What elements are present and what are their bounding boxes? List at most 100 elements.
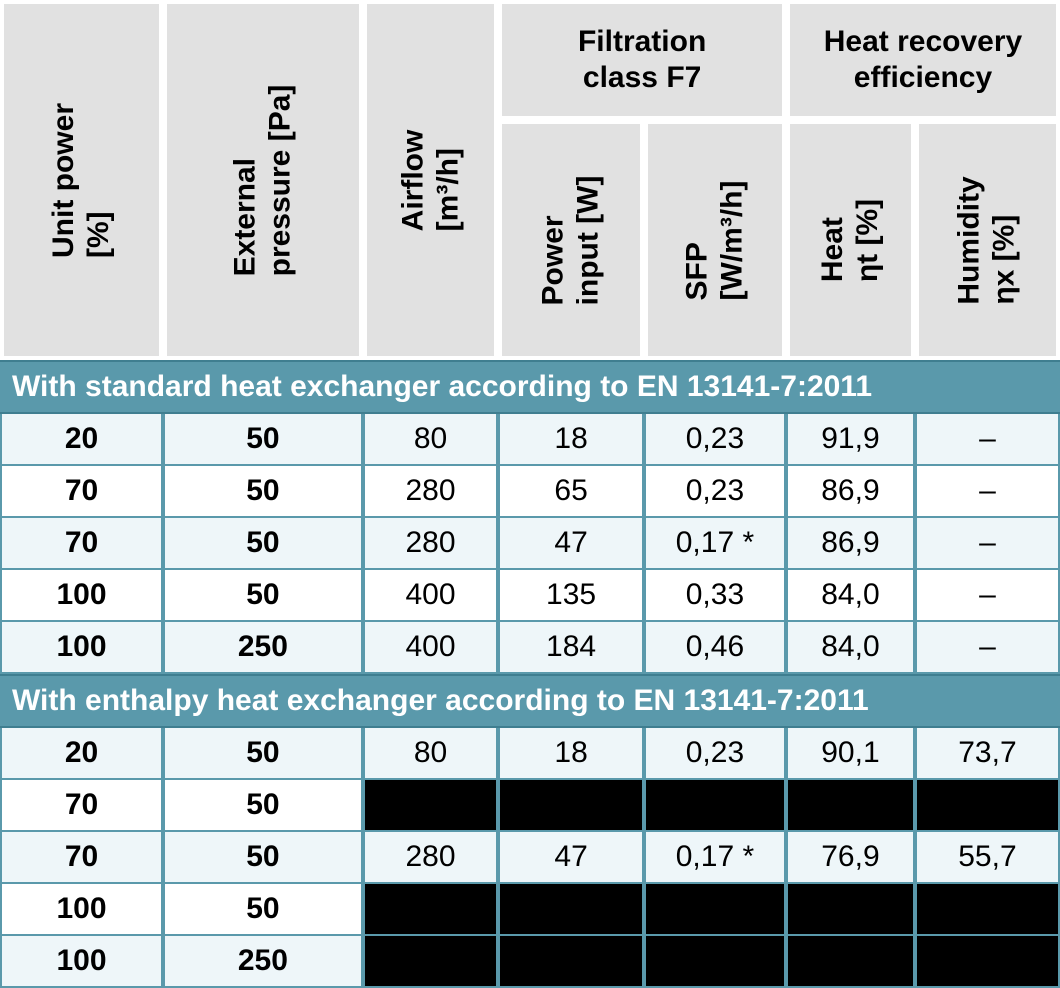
table-row: 7050280470,17 *76,955,7 [0,832,1060,884]
header-unit: pressure [Pa] [263,84,298,276]
table-cell: – [915,622,1060,674]
table-cell: 0,23 [644,466,786,518]
table-cell: 0,23 [644,728,786,780]
table-cell [363,780,499,832]
table-cell: 100 [0,884,163,936]
table-cell [498,780,644,832]
table-cell: 0,46 [644,622,786,674]
header-label: Heat [816,217,849,282]
table-cell [786,884,915,936]
table-cell: 250 [163,936,363,988]
table-cell: 55,7 [915,832,1060,884]
section-title: With standard heat exchanger according t… [0,360,1060,414]
table-cell: 50 [163,780,363,832]
section-title: With enthalpy heat exchanger according t… [0,674,1060,728]
table-cell: – [915,466,1060,518]
table-cell: 100 [0,622,163,674]
table-cell: 100 [0,570,163,622]
header-unit: [W/m³/h] [715,180,750,300]
header-label: Airflow [396,129,429,231]
table-cell: 0,17 * [644,832,786,884]
table-cell: – [915,570,1060,622]
table-row: 1002504001840,4684,0– [0,622,1060,674]
col-header-power-input: Power input [W] [498,120,644,360]
table-cell: 18 [498,414,644,466]
table-cell: 86,9 [786,518,915,570]
header-unit: ηx [%] [987,176,1022,304]
table-cell [786,780,915,832]
table-cell: 70 [0,518,163,570]
table-cell: 50 [163,466,363,518]
table-cell [915,884,1060,936]
table-cell: 70 [0,466,163,518]
table-cell [644,884,786,936]
col-header-humidity: Humidity ηx [%] [915,120,1060,360]
table-row: 205080180,2391,9– [0,414,1060,466]
table-row: 7050 [0,780,1060,832]
col-header-external-pressure: External pressure [Pa] [163,0,363,360]
table-row: 7050280650,2386,9– [0,466,1060,518]
table-cell: 84,0 [786,622,915,674]
table-cell: 80 [363,414,499,466]
table-cell: 0,33 [644,570,786,622]
col-header-sfp: SFP [W/m³/h] [644,120,786,360]
table-cell: 280 [363,518,499,570]
table-body: With standard heat exchanger according t… [0,360,1060,988]
table-cell: 50 [163,414,363,466]
table-cell [363,884,499,936]
table-cell [915,780,1060,832]
table-cell: 91,9 [786,414,915,466]
table-cell: 65 [498,466,644,518]
table-cell: 50 [163,518,363,570]
table-cell: 50 [163,884,363,936]
table-cell: – [915,518,1060,570]
table-cell: 84,0 [786,570,915,622]
table-cell: 50 [163,570,363,622]
header-unit: ηt [%] [850,198,885,281]
section-banner: With standard heat exchanger according t… [0,360,1060,414]
table-cell: 0,23 [644,414,786,466]
col-header-heat: Heat ηt [%] [786,120,915,360]
table-cell [498,884,644,936]
table-cell: 135 [498,570,644,622]
table-cell: 86,9 [786,466,915,518]
table-cell: 47 [498,518,644,570]
table-cell: – [915,414,1060,466]
col-group-filtration: Filtration class F7 [498,0,786,120]
col-header-airflow: Airflow [m³/h] [363,0,499,360]
header-label: Unit power [47,103,80,258]
table-cell: 100 [0,936,163,988]
table-row: 10050 [0,884,1060,936]
table-row: 100250 [0,936,1060,988]
table-cell [786,936,915,988]
table-cell: 280 [363,832,499,884]
group-label: Filtration [578,25,706,58]
table-cell: 76,9 [786,832,915,884]
table-cell [915,936,1060,988]
table-cell: 47 [498,832,644,884]
header-label: SFP [680,242,713,300]
table-header: Unit power [%] External pressure [Pa] Ai… [0,0,1060,360]
table-cell: 400 [363,622,499,674]
table-cell: 184 [498,622,644,674]
table-cell: 70 [0,832,163,884]
table-cell: 90,1 [786,728,915,780]
table-cell [363,936,499,988]
table-cell [498,936,644,988]
table-row: 100504001350,3384,0– [0,570,1060,622]
table-cell: 50 [163,728,363,780]
col-header-unit-power: Unit power [%] [0,0,163,360]
table-cell: 73,7 [915,728,1060,780]
section-banner: With enthalpy heat exchanger according t… [0,674,1060,728]
table-cell: 70 [0,780,163,832]
header-label: External [228,157,261,275]
group-label: Heat recovery [824,25,1022,58]
table-cell: 250 [163,622,363,674]
group-label: class F7 [583,61,701,94]
table-cell: 280 [363,466,499,518]
col-group-recovery: Heat recovery efficiency [786,0,1060,120]
table-cell: 20 [0,414,163,466]
header-label: Humidity [953,176,986,304]
table-row: 205080180,2390,173,7 [0,728,1060,780]
table-cell: 400 [363,570,499,622]
